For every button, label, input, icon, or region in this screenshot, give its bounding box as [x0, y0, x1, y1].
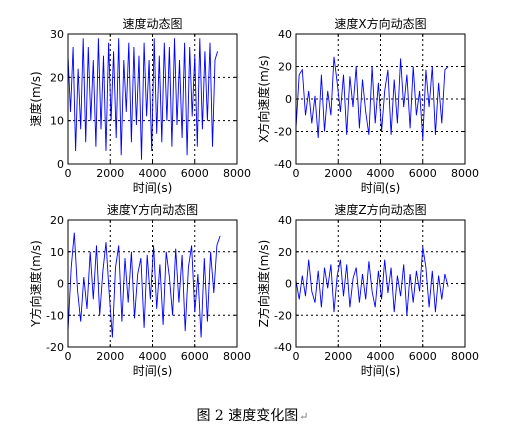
x-tick-label: 4000 [139, 167, 167, 180]
y-tick-label: -40 [274, 341, 292, 354]
figure: 0 2000 4000 6000 80000102030速度动态图时间(s)速度(m/s… [28, 16, 479, 378]
x-tick-label: 4000 [139, 350, 167, 363]
y-tick-label: -20 [274, 309, 292, 322]
chart-panel-2: 0 2000 4000 6000 8000 -40 -20 0 20 40 速度X方向动态图时间(s… [256, 16, 479, 195]
y-tick-label: 20 [50, 214, 64, 227]
series-line-1 [296, 56, 449, 140]
series-line-1 [68, 232, 221, 338]
x-tick-label: 8000 [451, 167, 479, 180]
x-axis-label: 时间(s) [361, 364, 401, 378]
y-axis-label: 速度(m/s) [28, 71, 43, 126]
y-tick-label: -20 [46, 341, 64, 354]
x-tick-label: 4000 [367, 350, 395, 363]
x-tick-label: 2000 [96, 350, 124, 363]
x-tick-label: 8000 [223, 167, 251, 180]
y-tick-label: 0 [57, 278, 64, 291]
x-tick-label: 8000 [223, 350, 251, 363]
y-axis-label: Z方向速度(m/s) [256, 240, 271, 328]
x-tick-label: 0 [65, 350, 72, 363]
x-tick-label: 6000 [181, 167, 209, 180]
x-tick-label: 2000 [324, 167, 352, 180]
series-line-1 [68, 38, 219, 160]
chart-title: 速度Y方向动态图 [107, 202, 198, 217]
x-axis-label: 时间(s) [133, 364, 173, 378]
y-axis-label: Y方向速度(m/s) [28, 240, 43, 328]
chart-panel-4: 0 2000 4000 6000 8000 -40 -20 0 20 40 速度Z方向动态图时间(s… [256, 202, 479, 378]
x-tick-label: 4000 [367, 167, 395, 180]
y-tick-label: -40 [274, 158, 292, 171]
chart-title: 速度Z方向动态图 [334, 202, 426, 217]
x-tick-label: 0 [293, 167, 300, 180]
x-tick-label: 2000 [96, 167, 124, 180]
x-tick-label: 6000 [181, 350, 209, 363]
y-tick-label: 10 [50, 115, 64, 128]
chart-title: 速度X方向动态图 [334, 16, 426, 31]
y-tick-label: 40 [278, 28, 292, 41]
x-tick-label: 2000 [324, 350, 352, 363]
paragraph-mark: ↵ [299, 410, 309, 423]
series-line-1 [296, 246, 449, 316]
x-tick-label: 0 [293, 350, 300, 363]
y-tick-label: 40 [278, 214, 292, 227]
chart-panel-3: 0 2000 4000 6000 8000 -20 -10 0 10 20 速度Y方向动态图时间(s… [28, 202, 251, 378]
x-tick-label: 8000 [451, 350, 479, 363]
y-tick-label: 0 [285, 93, 292, 106]
y-tick-label: 20 [278, 61, 292, 74]
y-tick-label: 20 [50, 71, 64, 84]
x-tick-label: 6000 [409, 350, 437, 363]
y-tick-label: -20 [274, 126, 292, 139]
x-tick-label: 0 [65, 167, 72, 180]
x-axis-label: 时间(s) [361, 181, 401, 195]
x-axis-label: 时间(s) [133, 181, 173, 195]
y-tick-label: 20 [278, 246, 292, 259]
figure-caption-text: 图 2 速度变化图 [196, 408, 299, 424]
figure-caption: 图 2 速度变化图↵ [0, 405, 505, 425]
y-tick-label: 10 [50, 246, 64, 259]
y-tick-label: 0 [57, 158, 64, 171]
y-tick-label: 0 [285, 278, 292, 291]
y-tick-label: 30 [50, 28, 64, 41]
chart-title: 速度动态图 [122, 16, 182, 31]
y-axis-label: X方向速度(m/s) [256, 55, 271, 143]
y-tick-label: -10 [46, 309, 64, 322]
x-tick-label: 6000 [409, 167, 437, 180]
